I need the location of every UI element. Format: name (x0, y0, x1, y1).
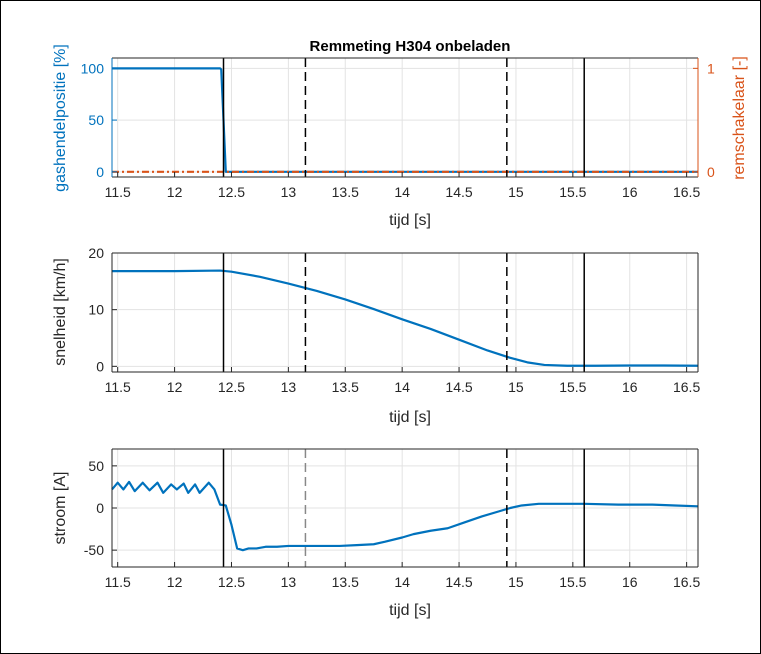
ylabel-brake-switch: remschakelaar [-] (731, 56, 748, 180)
x-tick-label: 11.5 (105, 184, 131, 200)
x-tick-label: 16 (622, 184, 638, 200)
y-tick-label: 0 (96, 358, 104, 374)
x-tick-label: 14.5 (445, 574, 472, 590)
x-tick-label: 13 (281, 574, 297, 590)
x-tick-label: 11.5 (105, 379, 131, 395)
ylabel-current: stroom [A] (52, 472, 69, 545)
xlabel-top: tijd [s] (389, 212, 431, 229)
plot-area (112, 253, 698, 372)
throttle-brake-axes: 11.5 12 12.5 13 13.5 14 14.5 15 15.5 16 16.5 0 50 100… (81, 57, 715, 200)
x-tick-label: 16 (622, 379, 638, 395)
x-tick-label: 16.5 (673, 574, 700, 590)
x-tick-label: 15.5 (559, 184, 586, 200)
y-tick-label: -50 (84, 542, 104, 558)
y-tick-label: 0 (96, 164, 104, 180)
x-tick-label: 15.5 (559, 574, 586, 590)
x-tick-label: 16.5 (673, 379, 700, 395)
x-tick-label: 15 (508, 184, 524, 200)
x-tick-label: 13.5 (332, 574, 359, 590)
x-tick-label: 13 (281, 184, 297, 200)
x-tick-label: 14 (394, 379, 410, 395)
x-tick-label: 14.5 (445, 184, 472, 200)
speed-axes: 11.5 12 12.5 13 13.5 14 14.5 15 15.5 16 16.5 0 10 20 (88, 245, 700, 395)
x-tick-label: 15.5 (559, 379, 586, 395)
y-tick-label: 50 (88, 112, 104, 128)
series-line-1 (112, 269, 699, 367)
x-tick-label: 12 (167, 379, 183, 395)
chart-title: Remmeting H304 onbeladen (310, 38, 511, 55)
x-tick-label: 15 (508, 574, 524, 590)
x-tick-label: 14 (394, 184, 410, 200)
x-tick-label: 13 (281, 379, 297, 395)
x-tick-label: 12.5 (218, 184, 245, 200)
y-tick-label: 50 (88, 458, 104, 474)
ylabel-speed: snelheid [km/h] (52, 258, 69, 366)
y-tick-label: 100 (81, 60, 105, 76)
x-tick-label: 16.5 (673, 184, 700, 200)
plot-area (112, 58, 698, 177)
x-tick-label: 12 (167, 574, 183, 590)
x-tick-label: 16 (622, 574, 638, 590)
x-tick-label: 12 (167, 184, 183, 200)
x-tick-label: 13.5 (332, 184, 359, 200)
y-tick-label: 0 (96, 500, 104, 516)
series-line-1 (112, 67, 698, 173)
y-tick-label: 20 (88, 245, 104, 261)
current-axes: 11.5 12 12.5 13 13.5 14 14.5 15 15.5 16 16.5 -50 0 50 (84, 448, 700, 590)
x-tick-label: 12.5 (218, 574, 245, 590)
y-tick-label: 10 (88, 302, 104, 318)
x-tick-label: 13.5 (332, 379, 359, 395)
xlabel-bottom: tijd [s] (389, 602, 431, 619)
xlabel-middle: tijd [s] (389, 409, 431, 426)
ylabel-throttle: gashendelpositie [%] (52, 44, 69, 192)
x-tick-label: 15 (508, 379, 524, 395)
x-tick-label: 12.5 (218, 379, 245, 395)
y-right-tick-label: 0 (707, 164, 715, 180)
x-tick-label: 14.5 (445, 379, 472, 395)
x-tick-label: 14 (394, 574, 410, 590)
x-tick-label: 11.5 (105, 574, 131, 590)
series-line-1 (111, 480, 699, 552)
y-right-tick-label: 1 (707, 60, 715, 76)
